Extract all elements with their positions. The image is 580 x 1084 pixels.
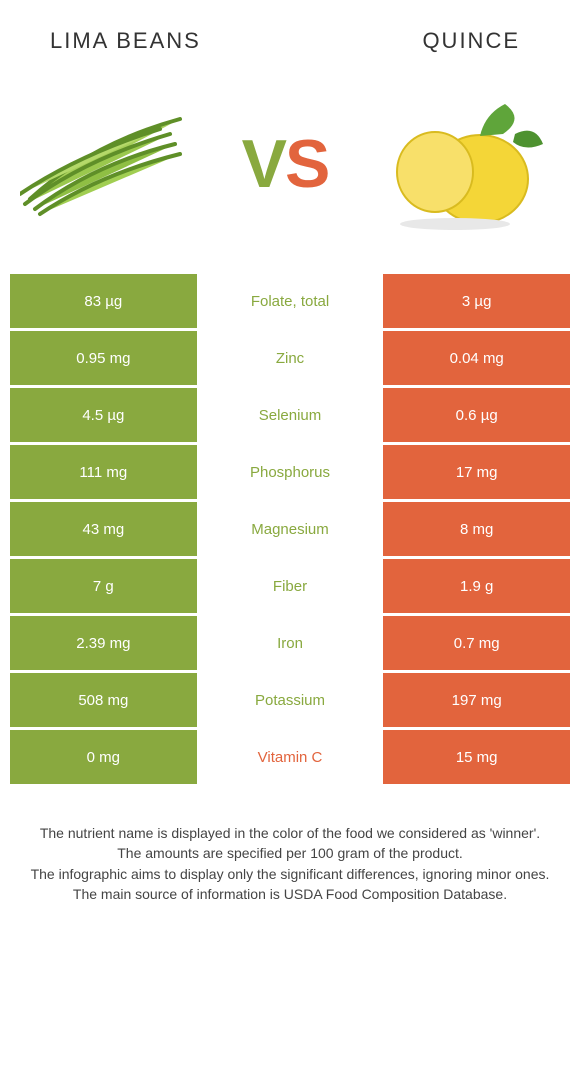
vs-s: S [285, 126, 328, 202]
left-value: 83 µg [10, 274, 197, 328]
left-value: 2.39 mg [10, 616, 197, 670]
nutrient-label: Iron [197, 616, 384, 670]
right-food-title: Quince [422, 28, 520, 54]
right-value: 0.7 mg [383, 616, 570, 670]
nutrient-label: Vitamin C [197, 730, 384, 784]
vs-label: VS [242, 125, 329, 203]
footer-notes: The nutrient name is displayed in the co… [0, 787, 580, 904]
quince-icon [385, 94, 545, 234]
right-value: 17 mg [383, 445, 570, 499]
left-value: 43 mg [10, 502, 197, 556]
nutrient-label: Fiber [197, 559, 384, 613]
left-value: 4.5 µg [10, 388, 197, 442]
hero-row: VS [0, 64, 580, 274]
nutrient-label: Potassium [197, 673, 384, 727]
table-row: 7 gFiber1.9 g [10, 559, 570, 613]
right-value: 197 mg [383, 673, 570, 727]
table-row: 2.39 mgIron0.7 mg [10, 616, 570, 670]
nutrient-label: Selenium [197, 388, 384, 442]
footer-line: The nutrient name is displayed in the co… [24, 823, 556, 843]
lima-beans-icon [20, 104, 190, 224]
footer-line: The main source of information is USDA F… [24, 884, 556, 904]
left-value: 0.95 mg [10, 331, 197, 385]
table-row: 0 mgVitamin C15 mg [10, 730, 570, 784]
right-value: 8 mg [383, 502, 570, 556]
left-food-image [20, 94, 190, 234]
left-value: 0 mg [10, 730, 197, 784]
right-value: 15 mg [383, 730, 570, 784]
table-row: 111 mgPhosphorus17 mg [10, 445, 570, 499]
right-value: 0.6 µg [383, 388, 570, 442]
nutrient-table: 83 µgFolate, total3 µg0.95 mgZinc0.04 mg… [10, 274, 570, 784]
left-value: 7 g [10, 559, 197, 613]
left-food-title: Lima beans [50, 28, 201, 54]
right-food-image [380, 94, 550, 234]
right-value: 3 µg [383, 274, 570, 328]
right-value: 1.9 g [383, 559, 570, 613]
table-row: 0.95 mgZinc0.04 mg [10, 331, 570, 385]
table-row: 508 mgPotassium197 mg [10, 673, 570, 727]
nutrient-label: Zinc [197, 331, 384, 385]
vs-v: V [242, 126, 285, 202]
table-row: 83 µgFolate, total3 µg [10, 274, 570, 328]
footer-line: The amounts are specified per 100 gram o… [24, 843, 556, 863]
table-row: 4.5 µgSelenium0.6 µg [10, 388, 570, 442]
nutrient-label: Folate, total [197, 274, 384, 328]
left-value: 508 mg [10, 673, 197, 727]
footer-line: The infographic aims to display only the… [24, 864, 556, 884]
right-value: 0.04 mg [383, 331, 570, 385]
header: Lima beans Quince [0, 0, 580, 64]
nutrient-label: Phosphorus [197, 445, 384, 499]
left-value: 111 mg [10, 445, 197, 499]
nutrient-label: Magnesium [197, 502, 384, 556]
table-row: 43 mgMagnesium8 mg [10, 502, 570, 556]
